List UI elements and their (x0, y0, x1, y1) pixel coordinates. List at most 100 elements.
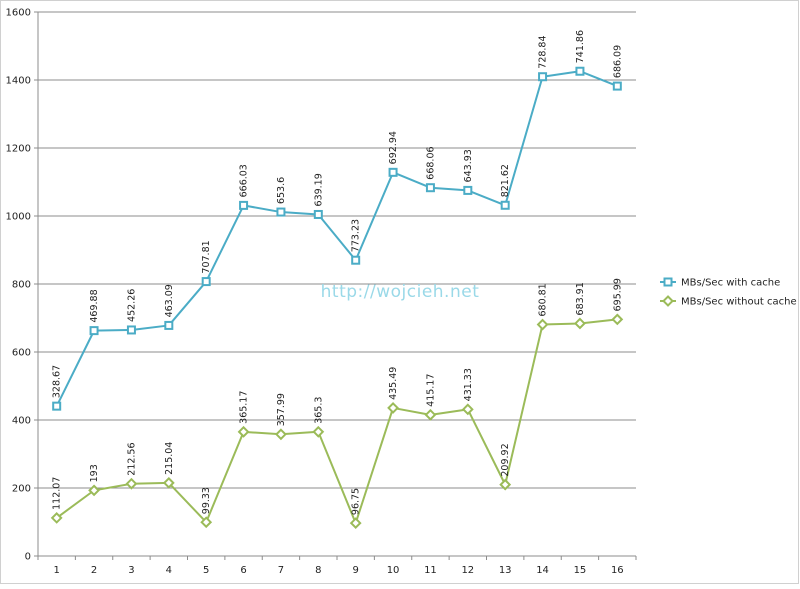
data-point (164, 320, 174, 330)
data-point (50, 511, 63, 524)
x-tick-label: 3 (128, 565, 134, 576)
x-tick-label: 5 (203, 565, 209, 576)
data-point (125, 477, 138, 490)
data-point (312, 425, 325, 438)
x-tick-label: 1 (54, 565, 60, 576)
data-label: 668.06 (425, 146, 436, 179)
data-point (574, 317, 586, 330)
data-point (461, 403, 474, 416)
series-line-1 (55, 70, 618, 407)
data-label: 773.23 (351, 219, 362, 252)
data-label: 728.84 (538, 35, 549, 68)
data-point (201, 277, 211, 287)
y-tick-label: 600 (12, 348, 31, 359)
data-point (575, 66, 585, 76)
data-point (88, 484, 100, 497)
legend-label: MBs/Sec with cache (681, 278, 780, 289)
y-tick-label: 0 (25, 552, 31, 563)
data-point (313, 209, 323, 219)
data-label: 193 (89, 464, 100, 482)
watermark: http://wojcieh.net (321, 282, 480, 302)
data-label: 435.49 (388, 367, 399, 400)
data-point (536, 318, 549, 331)
data-point (611, 313, 624, 326)
data-label: 212.56 (126, 442, 137, 475)
y-tick-label: 1000 (6, 212, 31, 223)
data-label: 99.33 (201, 487, 212, 514)
data-label: 96.75 (351, 488, 362, 515)
data-point (424, 408, 437, 421)
x-tick-label: 11 (424, 565, 437, 576)
data-point (463, 185, 473, 195)
data-label: 741.86 (575, 30, 586, 63)
watermark-text: http://wojcieh.net (321, 282, 480, 302)
data-label: 463.09 (164, 284, 175, 317)
data-point (52, 401, 62, 411)
y-tick-label: 400 (12, 416, 31, 427)
data-label: 365.3 (313, 397, 324, 424)
data-label: 821.62 (500, 164, 511, 197)
grid-lines (38, 11, 636, 489)
x-tick-label: 8 (315, 565, 321, 576)
series (50, 66, 624, 530)
data-label: 452.26 (126, 289, 137, 322)
data-point (612, 81, 622, 91)
data-label: 469.88 (89, 289, 100, 322)
data-point (388, 167, 398, 177)
x-tick-label: 10 (387, 565, 400, 576)
data-point (349, 517, 362, 530)
data-label: 365.17 (239, 391, 250, 424)
legend-label: MBs/Sec without cache (681, 297, 797, 308)
y-tick-label: 1600 (6, 8, 31, 19)
data-point (425, 183, 435, 193)
data-label: 680.81 (538, 283, 549, 316)
data-point (239, 200, 249, 210)
data-point (276, 207, 286, 217)
data-label: 686.09 (612, 45, 623, 78)
data-point (500, 200, 510, 210)
y-tick-label: 1200 (6, 144, 31, 155)
data-point (89, 326, 99, 336)
data-point (387, 402, 399, 414)
y-tick-label: 1400 (6, 76, 31, 87)
data-labels: 328.67 469.88 452.26 463.09 707.81 666.03 653.… (52, 30, 624, 515)
data-label: 112.07 (52, 477, 63, 510)
data-label: 357.99 (276, 393, 287, 426)
data-label: 415.17 (425, 374, 436, 407)
legend-marker (663, 277, 673, 287)
x-tick-label: 16 (611, 565, 624, 576)
data-point (499, 478, 512, 491)
series-line-2 (56, 318, 618, 525)
y-tick-label: 800 (12, 280, 31, 291)
data-label: 683.91 (575, 282, 586, 315)
x-tick-label: 15 (574, 565, 587, 576)
data-point (162, 476, 175, 489)
x-tick-label: 14 (536, 565, 549, 576)
x-tick-label: 6 (240, 565, 246, 576)
data-point (275, 428, 287, 441)
y-tick-label: 200 (12, 484, 31, 495)
x-tick-label: 7 (278, 565, 284, 576)
data-label: 666.03 (239, 164, 250, 197)
data-point (351, 255, 361, 265)
data-label: 707.81 (201, 240, 212, 273)
data-label: 215.04 (164, 442, 175, 475)
x-tick-label: 2 (91, 565, 97, 576)
data-label: 692.94 (388, 131, 399, 164)
x-tick-label: 4 (166, 565, 172, 576)
data-label: 695.99 (612, 278, 623, 311)
data-label: 643.93 (463, 149, 474, 182)
data-label: 653.6 (276, 177, 287, 204)
data-label: 431.33 (463, 368, 474, 401)
legend: MBs/Sec with cache MBs/Sec without cache (660, 277, 797, 308)
data-point (538, 72, 548, 82)
legend-marker (662, 295, 674, 307)
x-tick-label: 9 (353, 565, 359, 576)
data-point (126, 325, 136, 335)
data-point (237, 425, 250, 438)
x-tick-label: 12 (461, 565, 474, 576)
x-tick-label: 13 (499, 565, 512, 576)
